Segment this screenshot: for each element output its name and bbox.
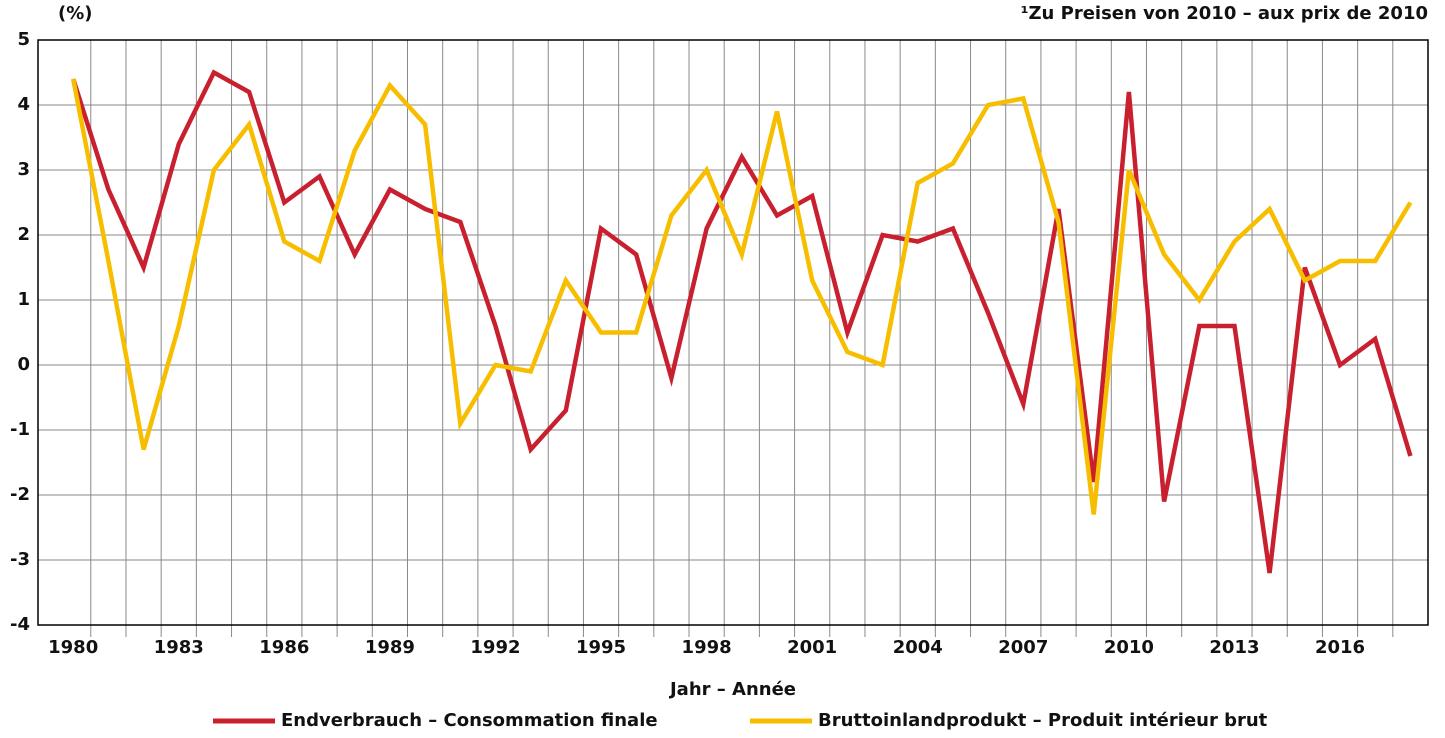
x-tick-label: 2013 <box>1209 637 1259 658</box>
x-tick-label: 1983 <box>154 637 204 658</box>
y-tick-label: 2 <box>17 224 30 245</box>
y-tick-label: 3 <box>17 159 30 180</box>
y-tick-label: 0 <box>17 354 30 375</box>
x-tick-label: 2007 <box>998 637 1048 658</box>
y-tick-label: -1 <box>10 419 30 440</box>
y-tick-label: 4 <box>17 94 30 115</box>
x-tick-label: 1998 <box>682 637 732 658</box>
series-line <box>70 78 1413 515</box>
note: ¹Zu Preisen von 2010 – aux prix de 2010 <box>1021 3 1428 24</box>
x-tick-label: 2016 <box>1315 637 1365 658</box>
legend-label: Endverbrauch – Consommation finale <box>281 710 658 731</box>
x-tick-label: 1992 <box>470 637 520 658</box>
x-tick-label: 2004 <box>893 637 943 658</box>
y-tick-label: -2 <box>10 484 30 505</box>
x-tick-label: 1986 <box>259 637 309 658</box>
x-tick-label: 1995 <box>576 637 626 658</box>
y-axis-label: (%) <box>58 3 93 24</box>
series-line <box>71 69 1413 574</box>
x-axis-label: Jahr – Année <box>668 679 796 700</box>
y-tick-label: -3 <box>10 549 30 570</box>
x-tick-label: 1989 <box>365 637 415 658</box>
y-tick-label: 1 <box>17 289 30 310</box>
x-tick-label: 2001 <box>787 637 837 658</box>
y-tick-label: -4 <box>10 614 30 635</box>
x-tick-label: 1980 <box>48 637 98 658</box>
legend-label: Bruttoinlandprodukt – Produit intérieur … <box>818 710 1268 731</box>
plot-frame <box>37 39 1429 626</box>
y-tick-label: 5 <box>17 29 30 50</box>
x-tick-label: 2010 <box>1104 637 1154 658</box>
